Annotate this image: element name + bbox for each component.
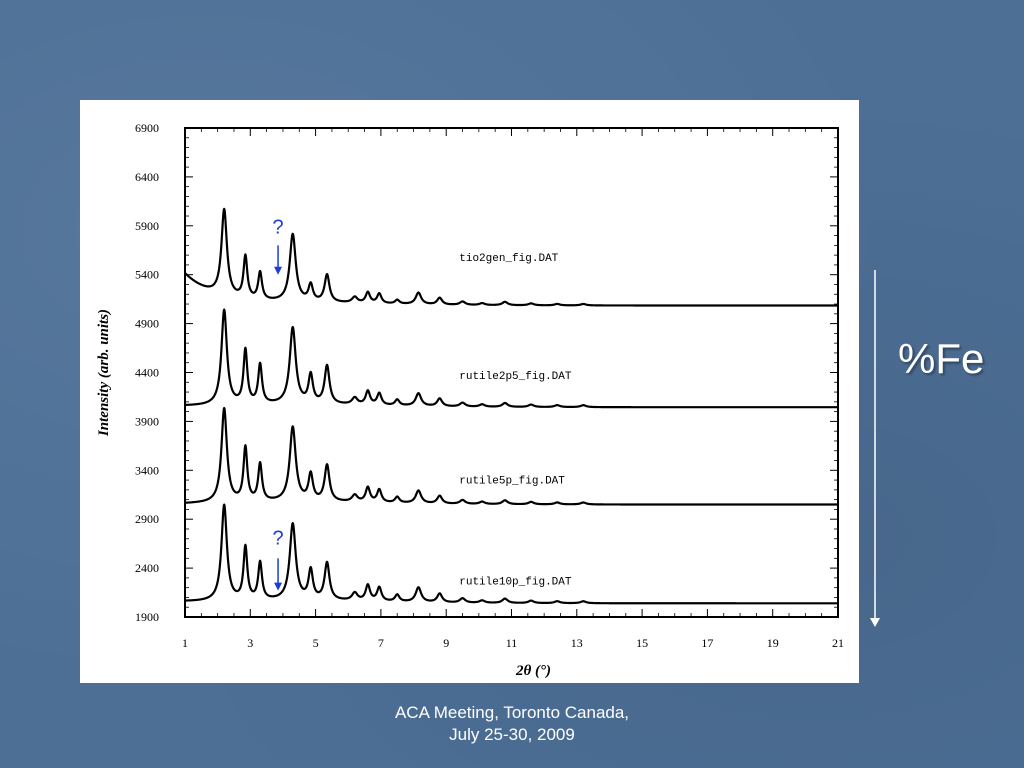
chart-panel: 1 3 5 7 9 11 13 15 17 19 21 1900 2400 2900 3400 3900 440…: [80, 100, 859, 683]
y-tick-label: 6400: [135, 170, 159, 184]
x-tick-label: 5: [313, 636, 319, 650]
footer: ACA Meeting, Toronto Canada, July 25-30,…: [312, 702, 712, 746]
y-tick-label: 3400: [135, 463, 159, 477]
x-tick-label: 3: [247, 636, 253, 650]
x-tick-label: 17: [701, 636, 713, 650]
y-tick-label: 4900: [135, 317, 159, 331]
x-tick-label: 15: [636, 636, 648, 650]
footer-line-1: ACA Meeting, Toronto Canada,: [394, 703, 630, 722]
y-tick-label: 2400: [135, 561, 159, 575]
x-tick-label: 1: [182, 636, 188, 650]
xrd-chart: 1 3 5 7 9 11 13 15 17 19 2119002400290034003900440…: [96, 121, 844, 679]
y-axis-label: Intensity (arb. units): [96, 309, 112, 437]
x-tick-label: 13: [571, 636, 583, 650]
x-tick-label: 9: [443, 636, 449, 650]
fe-trend-arrow: [870, 270, 880, 627]
series-line: [184, 308, 839, 409]
series-line: [184, 207, 839, 307]
y-tick-label: 5900: [135, 219, 159, 233]
x-tick-label: 19: [767, 636, 779, 650]
y-tick-label: 1900: [135, 610, 159, 624]
y-tick-label: 6900: [135, 121, 159, 135]
x-axis-label: 2θ (°): [515, 663, 551, 679]
fe-label: %Fe: [898, 335, 985, 382]
footer-line-2: July 25-30, 2009: [449, 725, 575, 744]
annotation-arrowhead: [274, 266, 283, 275]
x-tick-label: 11: [506, 636, 518, 650]
x-tick-label: 7: [378, 636, 384, 650]
question-annotation: ?: [272, 528, 283, 550]
series-label: rutile10p_fig.DAT: [459, 577, 572, 589]
question-annotation: ?: [272, 217, 283, 239]
x-tick-label: 21: [832, 636, 844, 650]
y-tick-label: 2900: [135, 512, 159, 526]
series-line: [184, 406, 839, 506]
y-tick-label: 4400: [135, 366, 159, 380]
series-label: tio2gen_fig.DAT: [459, 253, 558, 265]
y-tick-label: 5400: [135, 268, 159, 282]
y-tick-label: 3900: [135, 414, 159, 428]
series-line: [184, 503, 839, 605]
annotation-arrowhead: [274, 582, 283, 591]
series-label: rutile5p_fig.DAT: [459, 476, 565, 488]
series-label: rutile2p5_fig.DAT: [459, 371, 572, 383]
